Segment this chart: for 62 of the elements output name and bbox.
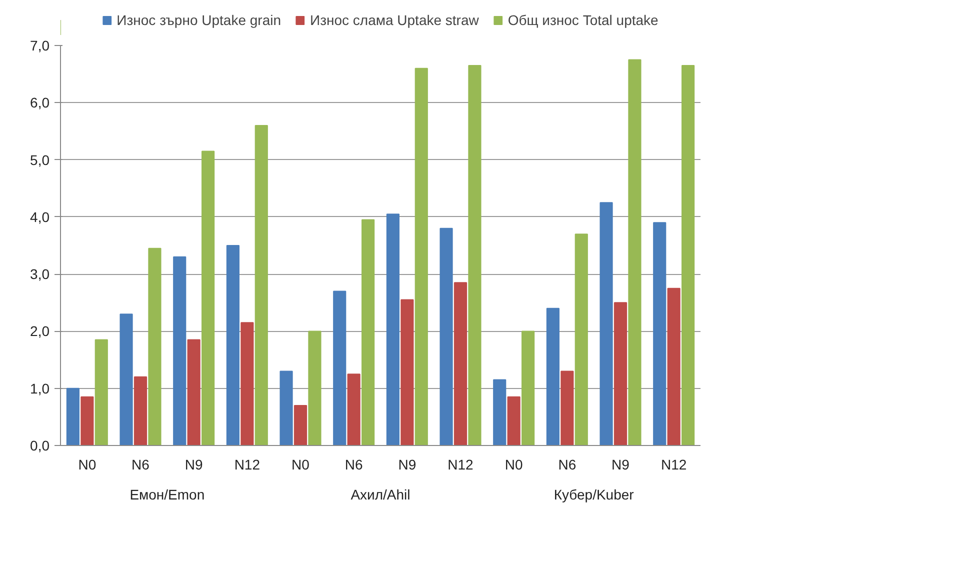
- bar: [240, 322, 254, 446]
- bar: [294, 405, 308, 446]
- bar: [347, 374, 360, 446]
- x-tick-label: N12: [660, 456, 687, 472]
- bar: [507, 396, 520, 446]
- bar: [187, 339, 200, 446]
- bar: [522, 330, 535, 446]
- bar: [280, 370, 293, 446]
- y-tick-label: 0,0: [30, 438, 50, 454]
- bar: [600, 202, 613, 446]
- x-tick-label: N0: [78, 456, 96, 472]
- bar: [134, 376, 148, 446]
- bar: [667, 288, 680, 446]
- bar: [173, 256, 186, 446]
- bar: [574, 234, 588, 446]
- x-tick-label: N6: [558, 456, 576, 472]
- bar: [400, 299, 414, 446]
- x-tick-label: N6: [132, 456, 150, 472]
- y-tick-label: 5,0: [30, 152, 50, 168]
- bar: [202, 150, 215, 446]
- bar: [546, 308, 560, 446]
- bar: [454, 282, 468, 446]
- bar: [682, 65, 695, 446]
- y-tick-label: 6,0: [30, 94, 50, 111]
- text: Ахил/Ahil: [350, 486, 410, 502]
- bar: [80, 396, 94, 446]
- bar: [148, 248, 162, 446]
- bar: [94, 339, 108, 446]
- y-tick-label: 7,0: [30, 38, 50, 54]
- bar: [493, 379, 506, 446]
- x-tick-label: N9: [612, 456, 630, 472]
- y-tick-label: 4,0: [30, 208, 50, 225]
- bar: [362, 219, 375, 446]
- x-tick-label: N12: [448, 456, 474, 472]
- y-tick-label: 1,0: [30, 380, 50, 396]
- bar: [440, 228, 453, 446]
- bar: [414, 68, 428, 446]
- bar: [653, 222, 666, 446]
- legend-label: Износ слама Uptake straw: [310, 12, 479, 28]
- bar: [614, 302, 628, 446]
- x-tick-label: N9: [398, 456, 416, 472]
- bar: [333, 290, 346, 446]
- text: Емон/Emon: [130, 486, 205, 502]
- x-tick-label: N0: [504, 456, 523, 472]
- x-tick-label: N0: [292, 456, 310, 472]
- y-tick-label: 3,0: [30, 266, 50, 282]
- bar: [226, 245, 240, 446]
- bar: [66, 388, 80, 446]
- bar: [308, 330, 322, 446]
- x-tick-label: N9: [184, 456, 203, 472]
- x-tick-label: N12: [234, 456, 260, 472]
- legend-label: Износ зърно Uptake grain: [116, 12, 282, 28]
- bar: [254, 125, 268, 446]
- bar: [628, 59, 642, 446]
- text: Кубер/Kuber: [554, 486, 634, 502]
- x-tick-label: N6: [344, 456, 363, 472]
- bar: [120, 314, 133, 446]
- bar: [468, 65, 482, 446]
- bar: [560, 370, 574, 446]
- legend-label: Общ износ Total uptake: [508, 12, 658, 28]
- bar: [386, 214, 400, 446]
- y-tick-label: 2,0: [30, 323, 50, 340]
